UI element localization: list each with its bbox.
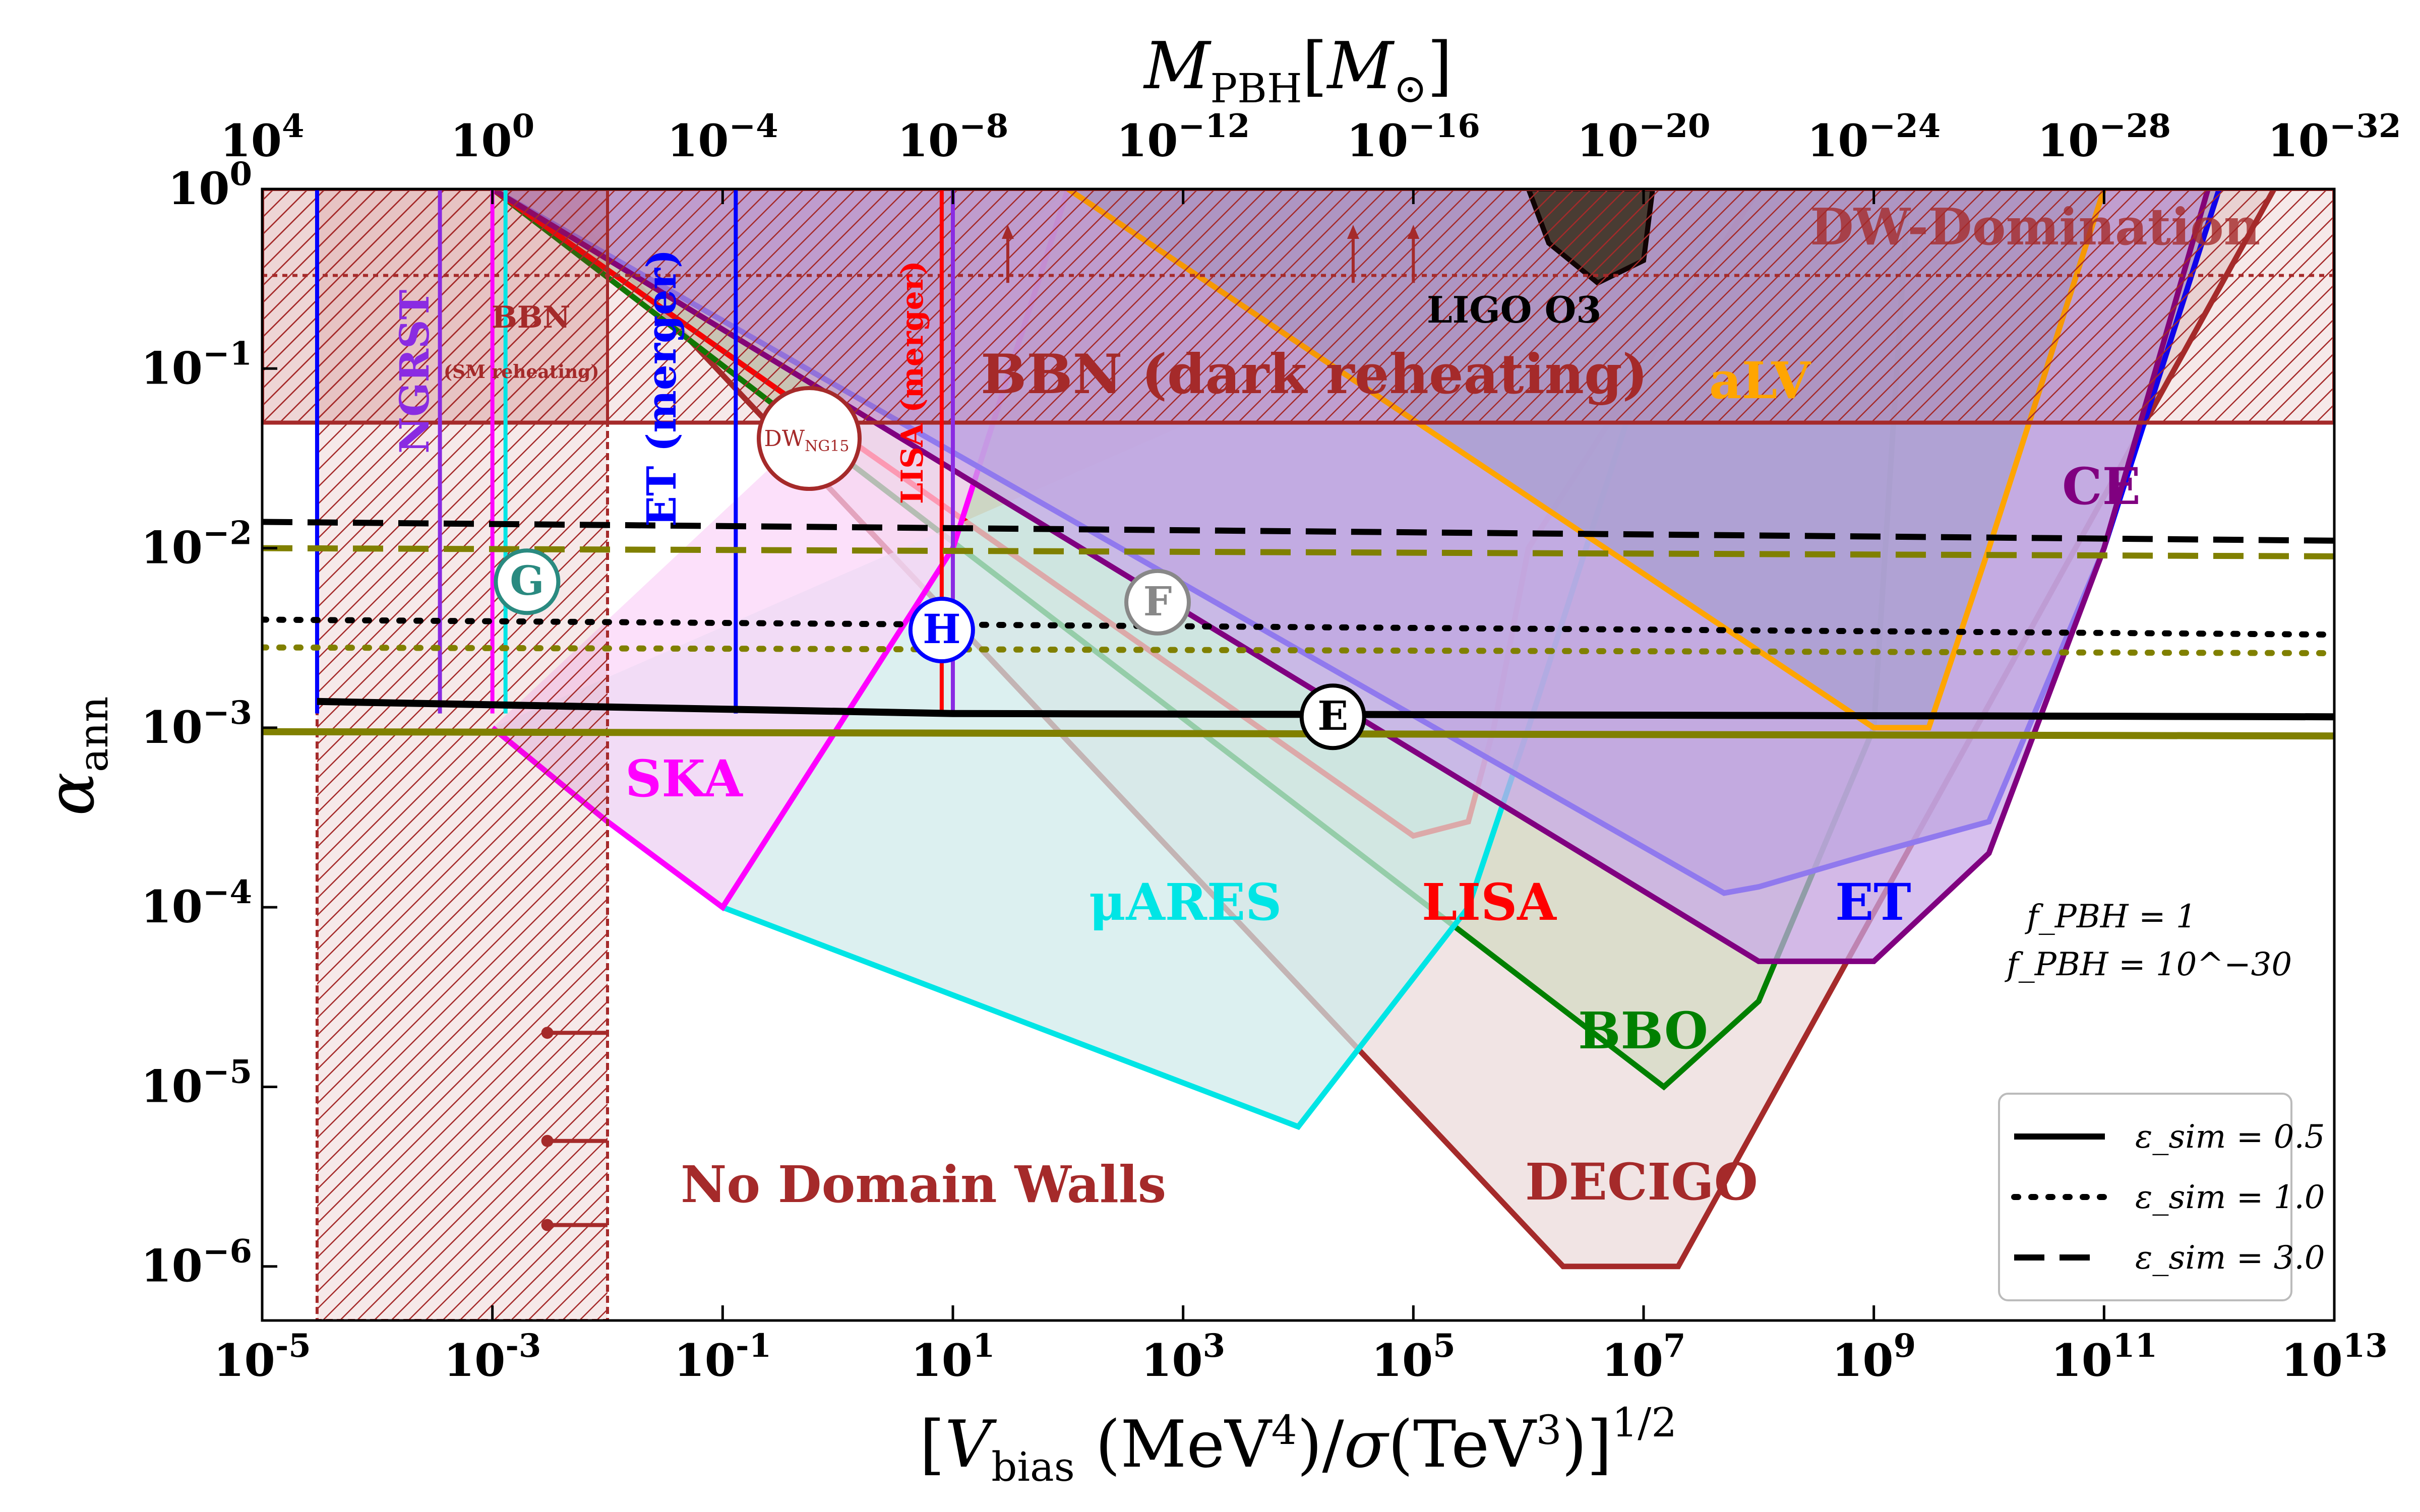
label-decigo: DECIGO (1525, 1152, 1758, 1212)
region-labels: DW-Domination BBN (dark reheating) BBN (SM … (391, 197, 2292, 1214)
marker-f-label: F (1143, 578, 1172, 625)
y-tick-label-1: 10−1 (141, 335, 252, 394)
x-tick-label-2: 10-1 (674, 1327, 772, 1387)
label-et-merger: ET (merger) (638, 249, 685, 527)
y-axis: 100 10−1 10−2 10−3 10−4 10−5 10−6 (141, 155, 277, 1292)
x-tick-label-8: 1011 (2051, 1327, 2158, 1387)
x-tick-label-5: 105 (1371, 1327, 1456, 1387)
legend-label-1: ε_sim = 1.0 (2135, 1179, 2325, 1216)
marker-e-label: E (1317, 692, 1348, 739)
top-tick-label-7: 10−24 (1807, 107, 1941, 167)
top-tick-label-6: 10−20 (1577, 107, 1710, 167)
label-lisa: LISA (1422, 872, 1557, 932)
label-ngrst: NGRST (391, 290, 438, 454)
label-no-domain-walls: No Domain Walls (681, 1155, 1166, 1214)
legend: ε_sim = 0.5 ε_sim = 1.0 ε_sim = 3.0 (1998, 1093, 2325, 1301)
legend-box (1998, 1093, 2292, 1301)
y-tick-label-2: 10−2 (141, 515, 252, 574)
label-fpbh-2: f_PBH = 10^−30 (2005, 946, 2292, 983)
top-tick-label-2: 10−4 (667, 107, 778, 167)
label-bbn: BBN (492, 300, 570, 335)
top-tick-label-5: 10−16 (1347, 107, 1480, 167)
top-tick-label-3: 10−8 (897, 107, 1009, 167)
top-tick-label-9: 10−32 (2267, 107, 2401, 167)
label-bbn-sm: (SM reheating) (444, 361, 599, 383)
x-tick-label-3: 101 (911, 1327, 995, 1387)
no-dw-arrowhead-2 (541, 1219, 554, 1231)
label-et: ET (1835, 872, 1911, 932)
label-ligo: LIGO O3 (1427, 288, 1601, 331)
label-bbn-dark: BBN (dark reheating) (981, 343, 1648, 406)
marker-h-label: H (923, 605, 961, 653)
curve-dashed-black (262, 519, 2334, 544)
top-tick-label-0: 104 (220, 107, 305, 167)
x-tick-label-9: 1013 (2281, 1327, 2388, 1387)
legend-label-0: ε_sim = 0.5 (2135, 1118, 2325, 1156)
top-x-axis: 104 100 10−4 10−8 10−12 10−16 10−20 10−24 10−28 1… (220, 107, 2401, 204)
no-dw-arrowhead-0 (541, 1027, 554, 1039)
label-ce: CE (2062, 457, 2141, 516)
top-tick-label-1: 100 (450, 107, 534, 167)
top-tick-label-4: 10−12 (1116, 107, 1250, 167)
marker-dw-ng15-circle (757, 386, 862, 491)
x-tick-label-1: 10-3 (444, 1327, 541, 1387)
marker-g-circle (494, 548, 561, 615)
x-tick-label-7: 109 (1832, 1327, 1916, 1387)
y-tick-label-3: 10−3 (141, 694, 252, 753)
top-x-axis-title: MPBH[M⊙] (1143, 29, 1452, 112)
plot-frame (261, 187, 2336, 1322)
dw-arrowhead-1 (1347, 225, 1359, 239)
curve-olive-dotted (262, 644, 2334, 656)
label-alv: aLV (1709, 351, 1811, 410)
label-mu-ares: μARES (1089, 872, 1282, 932)
bbn-sm-band (262, 189, 609, 424)
label-lisa-merger: LISA (merger) (895, 261, 930, 504)
marker-e-circle (1299, 683, 1366, 750)
region-alv-curve (1066, 189, 2107, 731)
y-tick-label-4: 10−4 (141, 873, 252, 933)
label-fpbh-1: f_PBH = 1 (2025, 898, 2197, 935)
x-tick-label-4: 103 (1141, 1327, 1225, 1387)
x-axis-title: [Vbias (MeV4)/σ(TeV3)]1/2 (920, 1399, 1677, 1490)
marker-g-label: G (510, 557, 544, 604)
label-ska: SKA (625, 749, 743, 808)
y-tick-label-5: 10−5 (141, 1053, 252, 1112)
marker-dw-ng15-text: DWNG15 (764, 426, 850, 455)
legend-label-2: ε_sim = 3.0 (2135, 1239, 2325, 1277)
curve-olive-solid (262, 728, 2334, 740)
y-tick-label-6: 10−6 (141, 1233, 252, 1292)
y-axis-title: αann (34, 696, 117, 815)
label-dw-domination: DW-Domination (1810, 197, 2260, 257)
no-dw-arrowhead-1 (541, 1135, 554, 1147)
curve-olive-dashed (262, 545, 2334, 559)
dw-arrowhead-2 (1407, 225, 1420, 239)
curve-e (317, 698, 2334, 721)
x-tick-label-0: 10-5 (213, 1327, 311, 1387)
benchmark-markers: E F G H DWNG15 (494, 386, 1366, 750)
x-tick-label-6: 107 (1602, 1327, 1686, 1387)
label-bbo: BBO (1578, 1001, 1708, 1060)
dw-arrowhead-0 (1001, 225, 1014, 239)
region-ce-curve (491, 189, 2211, 964)
exclusion-hatches (262, 189, 2334, 1320)
y-tick-label-0: 100 (168, 155, 252, 215)
bottom-x-axis: 10-5 10-3 10-1 101 103 105 107 109 1011 1013 (213, 1305, 2388, 1387)
annihilation-curves (262, 519, 2334, 740)
marker-f-circle (1124, 569, 1191, 636)
curve-f (262, 616, 2334, 638)
top-tick-label-8: 10−28 (2037, 107, 2171, 167)
marker-h-circle (908, 597, 975, 664)
